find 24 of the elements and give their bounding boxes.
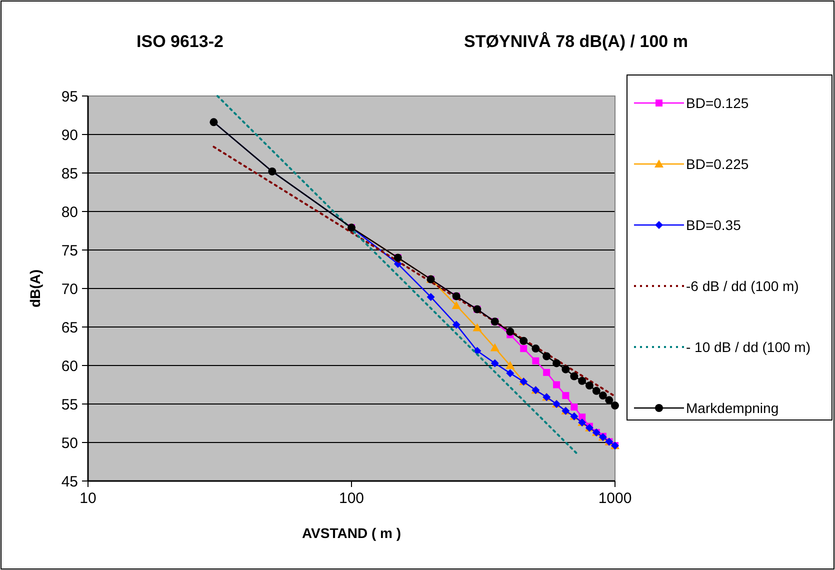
legend-label: - 10 dB / dd (100 m) <box>686 338 811 355</box>
legend-label: BD=0.125 <box>686 94 749 111</box>
x-tick-label: 100 <box>338 490 364 507</box>
x-tick-label: 1000 <box>598 490 632 507</box>
x-tick-label: 10 <box>80 490 96 507</box>
y-tick-label: 55 <box>61 396 78 414</box>
y-tick-label: 50 <box>61 434 78 452</box>
legend-label: -6 dB / dd (100 m) <box>686 278 799 294</box>
legend-label: BD=0.35 <box>686 216 742 233</box>
x-axis-title: AVSTAND ( m ) <box>302 525 402 541</box>
y-tick-label: 90 <box>61 126 78 144</box>
y-tick-label: 95 <box>61 88 78 106</box>
y-tick-label: 75 <box>61 242 78 260</box>
y-tick-label: 60 <box>61 358 78 375</box>
y-tick-label: 70 <box>61 280 78 298</box>
y-tick-label: 65 <box>61 319 78 336</box>
chart-title: ISO 9613-2 <box>136 32 224 51</box>
legend-label: BD=0.225 <box>686 156 749 172</box>
y-tick-label: 80 <box>61 204 78 221</box>
y-tick-label: 45 <box>61 473 78 490</box>
y-axis-title: dB(A) <box>27 269 43 308</box>
y-tick-label: 85 <box>61 165 78 182</box>
chart-subtitle: STØYNIVÅ 78 dB(A) / 100 m <box>464 32 688 51</box>
legend-label: Markdempning <box>686 400 779 416</box>
